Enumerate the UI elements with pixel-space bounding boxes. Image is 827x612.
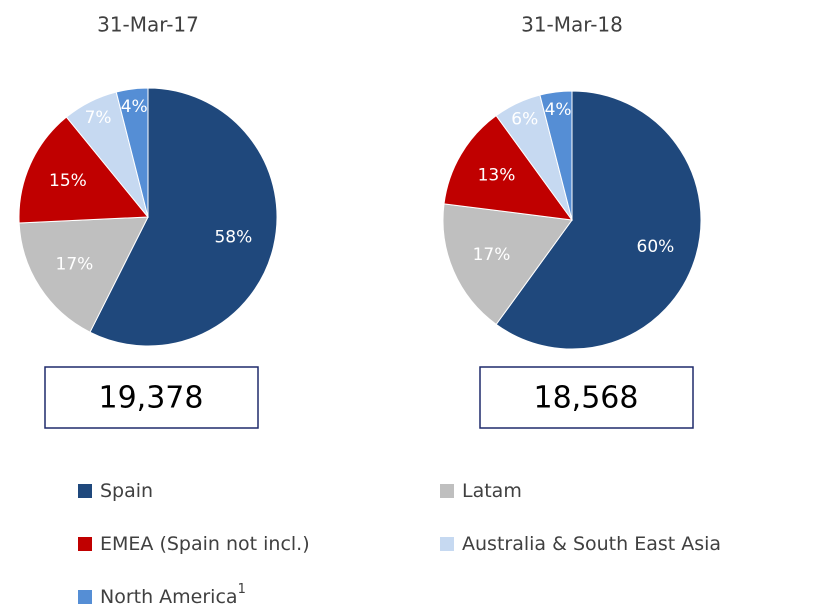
legend-text: Australia & South East Asia bbox=[462, 533, 721, 555]
legend-text: North America bbox=[100, 586, 238, 608]
slice-label: 6% bbox=[511, 110, 538, 130]
slice-label: 13% bbox=[478, 165, 516, 185]
chart-title: 31-Mar-17 bbox=[97, 13, 199, 37]
slice-label: 4% bbox=[121, 97, 148, 117]
legend-text: Spain bbox=[100, 480, 153, 502]
legend-text: Latam bbox=[462, 480, 522, 502]
slice-label: 15% bbox=[49, 171, 87, 191]
legend-swatch bbox=[440, 484, 454, 498]
legend-swatch bbox=[440, 537, 454, 551]
pie-slice bbox=[89, 87, 278, 347]
legend-label: Australia & South East Asia bbox=[462, 533, 721, 555]
total-value: 19,378 bbox=[99, 381, 204, 416]
legend-label: EMEA (Spain not incl.) bbox=[100, 533, 310, 555]
legend-note: 1 bbox=[238, 582, 246, 597]
slice-label: 7% bbox=[85, 108, 112, 128]
legend-label: Spain bbox=[100, 480, 153, 502]
legend-swatch bbox=[78, 537, 92, 551]
pie-slice bbox=[442, 203, 573, 326]
pie-slice bbox=[18, 216, 149, 333]
legend-swatch bbox=[78, 484, 92, 498]
legend-text: EMEA (Spain not incl.) bbox=[100, 533, 310, 555]
slice-label: 17% bbox=[473, 245, 511, 265]
legend-label: Latam bbox=[462, 480, 522, 502]
pie-slice bbox=[115, 87, 149, 218]
slice-label: 60% bbox=[637, 237, 675, 257]
total-box bbox=[44, 366, 259, 429]
slice-label: 17% bbox=[56, 255, 94, 275]
total-value: 18,568 bbox=[534, 381, 639, 416]
pie-slice bbox=[18, 116, 150, 224]
slice-label: 4% bbox=[545, 100, 572, 120]
pie-slice bbox=[539, 90, 573, 221]
pie-slice bbox=[495, 90, 702, 350]
legend-swatch bbox=[78, 590, 92, 604]
slice-label: 58% bbox=[214, 227, 252, 247]
legend-label: North America1 bbox=[100, 582, 246, 608]
pie-slice bbox=[443, 114, 574, 221]
total-box bbox=[479, 366, 694, 429]
chart-title: 31-Mar-18 bbox=[521, 13, 623, 37]
